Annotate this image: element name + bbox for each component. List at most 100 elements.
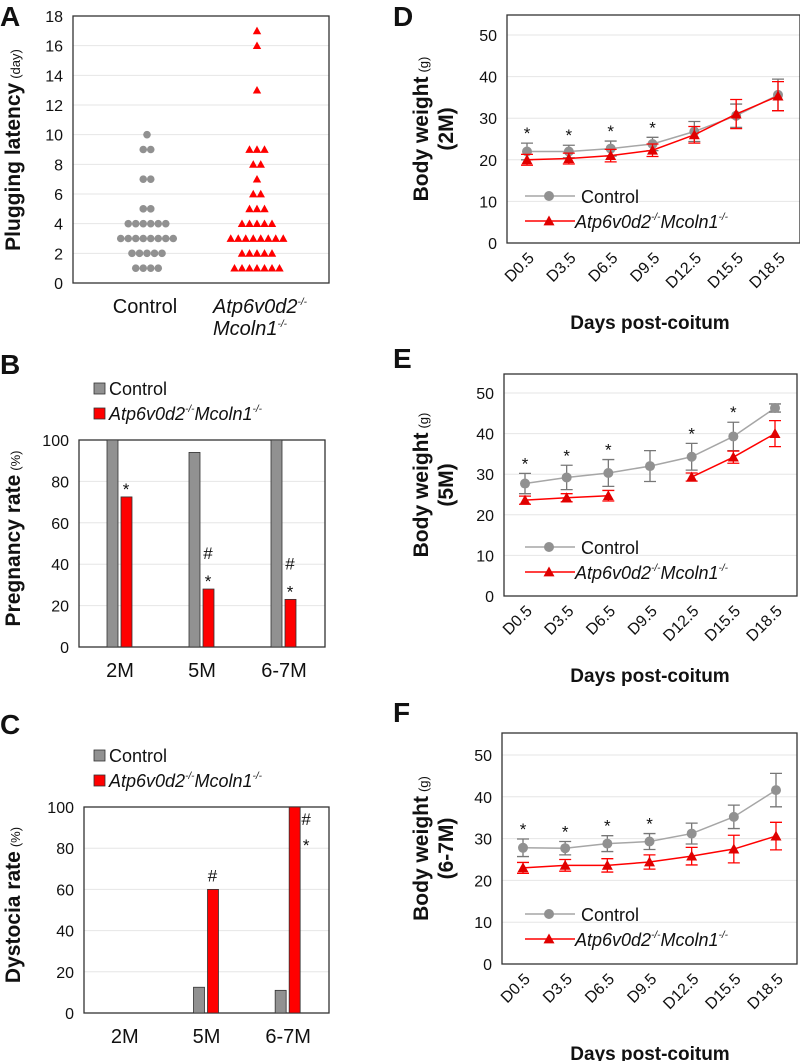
genotype-label: Atp6v0d2-/-Mcoln1-/-	[108, 404, 263, 424]
plot-frame	[83, 806, 330, 1014]
y-tick-label: 10	[45, 128, 63, 145]
y-tick-label: 20	[479, 153, 497, 170]
genotype-label: Atp6v0d2-/-Mcoln1-/-	[212, 296, 308, 340]
gene-name: Mcoln1	[213, 318, 277, 340]
triangle-marker	[260, 145, 269, 153]
x-tick-label: D18.5	[747, 250, 789, 292]
circle-marker	[154, 219, 163, 228]
significance-mark: *	[562, 823, 569, 842]
panel-label: D	[393, 1, 413, 32]
significance-mark: *	[563, 446, 570, 465]
y-label-text: Dystocia rate	[2, 851, 25, 983]
circle-marker	[771, 785, 781, 796]
triangle-marker	[728, 843, 740, 854]
circle-marker	[116, 234, 125, 243]
y-tick-label: 0	[483, 957, 492, 974]
y-tick-label: 40	[56, 924, 74, 941]
y-tick-label: 20	[51, 599, 69, 616]
y-tick-label: 0	[54, 276, 63, 293]
circle-marker	[146, 205, 155, 213]
triangle-marker	[256, 234, 265, 242]
y-tick-label: 40	[474, 790, 492, 807]
plot-frame	[501, 732, 798, 965]
triangle-marker	[267, 219, 277, 228]
x-category-label: Control	[113, 296, 177, 318]
significance-mark: *	[605, 441, 612, 460]
circle-marker	[139, 264, 148, 272]
legend-swatch-mutant	[93, 407, 106, 420]
significance-mark: *	[287, 582, 294, 601]
y-tick-label: 20	[476, 508, 494, 525]
y-label-text: Pregnancy rate	[2, 475, 25, 627]
triangle-marker	[249, 234, 258, 242]
legend-label-control: Control	[581, 187, 639, 207]
panel-label: A	[0, 1, 20, 32]
triangle-marker	[543, 566, 555, 577]
legend-label-control: Control	[109, 379, 167, 399]
triangle-marker	[252, 85, 262, 94]
circle-marker	[520, 478, 530, 489]
plot-frame	[72, 15, 330, 284]
circle-marker	[686, 451, 697, 462]
y-axis-label: Body weight (g) (5M)	[410, 413, 458, 558]
x-tick-label: D3.5	[540, 971, 576, 1007]
triangle-marker	[563, 153, 575, 163]
y-tick-label: 40	[476, 427, 494, 444]
significance-mark: *	[520, 820, 527, 839]
genotype-label: Atp6v0d2-/-Mcoln1-/-	[574, 930, 729, 950]
circle-marker	[150, 249, 159, 258]
circle-marker	[686, 828, 697, 839]
triangle-marker	[559, 859, 571, 870]
significance-mark: #	[301, 810, 311, 829]
triangle-marker	[256, 160, 265, 168]
circle-marker	[602, 838, 613, 849]
circle-marker	[161, 219, 170, 228]
y-tick-label: 20	[56, 965, 74, 982]
y-axis-label: Plugging latency (day)	[2, 49, 25, 251]
circle-marker	[644, 836, 655, 847]
circle-marker	[124, 219, 133, 228]
y-tick-label: 10	[479, 194, 497, 211]
significance-mark: *	[566, 126, 573, 145]
superscript: -/-	[719, 563, 729, 574]
x-category-label: 2M	[106, 660, 134, 682]
significance-mark: #	[208, 866, 218, 885]
superscript: -/-	[651, 930, 661, 941]
y-tick-label: 10	[476, 548, 494, 565]
significance-mark: *	[646, 815, 653, 834]
circle-marker	[560, 843, 571, 854]
bar-mutant	[202, 588, 215, 648]
significance-mark: *	[730, 403, 737, 422]
circle-marker	[544, 542, 554, 552]
circle-marker	[146, 234, 155, 243]
triangle-marker	[256, 189, 265, 198]
circle-marker	[146, 145, 155, 154]
y-group-label: (5M)	[435, 463, 458, 506]
triangle-marker	[237, 249, 247, 257]
panel-label: E	[393, 343, 412, 374]
legend-swatch-control	[93, 749, 106, 762]
x-tick-label: D12.5	[663, 250, 705, 292]
y-label-text: Body weight	[410, 796, 433, 921]
y-tick-label: 50	[479, 28, 497, 45]
y-tick-label: 100	[47, 800, 74, 817]
y-tick-label: 14	[45, 68, 63, 85]
gene-name: Atp6v0d2	[108, 771, 185, 791]
y-tick-label: 10	[474, 915, 492, 932]
triangle-marker	[521, 154, 533, 165]
superscript: -/-	[651, 212, 661, 223]
y-tick-label: 18	[45, 9, 63, 26]
circle-marker	[131, 264, 140, 272]
circle-marker	[728, 431, 739, 442]
panel-f: F 0 10 20 30 40 50 Body weight (g) (6-7M) * * * * D0.5…	[393, 697, 798, 1061]
y-unit: (g)	[416, 776, 431, 792]
y-tick-label: 2	[54, 246, 63, 263]
significance-mark: *	[522, 454, 529, 473]
y-unit: (%)	[8, 827, 23, 847]
y-label-text: Body weight	[410, 433, 433, 558]
x-tick-label: D18.5	[745, 971, 787, 1013]
y-tick-label: 50	[474, 748, 492, 765]
x-axis-label: Days post-coitum	[570, 1044, 729, 1061]
bar-mutant	[120, 496, 133, 648]
panel-label: B	[0, 349, 20, 380]
